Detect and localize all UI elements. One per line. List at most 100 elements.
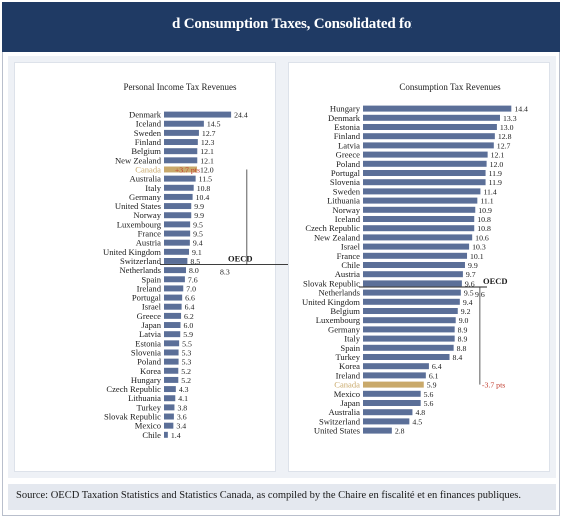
income-category-label: Germany <box>129 192 162 202</box>
income-category-label: Italy <box>145 183 161 193</box>
consumption-category-label: France <box>337 251 361 261</box>
consumption-category-label: Greece <box>336 150 361 160</box>
income-category-label: Spain <box>141 274 161 284</box>
income-value-label: 4.3 <box>179 385 189 394</box>
income-bar <box>164 404 175 411</box>
income-bar <box>164 148 198 155</box>
income-value-label: 3.8 <box>177 403 187 412</box>
income-value-label: 12.1 <box>200 147 214 156</box>
income-bar <box>164 111 232 118</box>
income-bar <box>164 120 204 127</box>
income-category-label: Canada <box>135 164 161 174</box>
consumption-category-label: Korea <box>339 361 360 371</box>
consumption-category-label: Hungary <box>330 104 361 114</box>
income-value-label: 12.0 <box>200 165 214 174</box>
consumption-category-label: Ireland <box>336 370 361 380</box>
consumption-value-label: 10.8 <box>477 224 491 233</box>
income-value-label: 7.0 <box>186 284 196 293</box>
income-value-label: 6.6 <box>185 294 195 303</box>
income-value-label: 5.2 <box>181 376 191 385</box>
consumption-bar <box>363 252 468 259</box>
consumption-value-label: 12.1 <box>491 151 505 160</box>
consumption-bar <box>363 317 456 324</box>
income-bar <box>164 303 182 310</box>
consumption-category-label: Denmark <box>328 113 361 123</box>
consumption-bar <box>363 225 475 232</box>
income-category-label: Israel <box>142 302 162 312</box>
income-bar <box>164 221 191 228</box>
income-tax-panel <box>14 62 276 472</box>
consumption-bar <box>363 280 462 287</box>
header-band: d Consumption Taxes, Consolidated for A <box>2 2 560 52</box>
consumption-bar <box>363 133 495 140</box>
income-value-label: 4.1 <box>178 394 188 403</box>
consumption-bar <box>363 170 486 176</box>
income-category-label: Chile <box>142 430 161 440</box>
consumption-bar <box>363 216 475 222</box>
income-category-label: Denmark <box>129 110 162 120</box>
income-value-label: 6.0 <box>184 321 194 330</box>
consumption-value-label: 13.3 <box>503 114 517 123</box>
consumption-bar <box>363 262 465 268</box>
consumption-category-label: Canada <box>334 380 360 390</box>
consumption-category-label: United States <box>314 426 361 436</box>
income-value-label: 1.4 <box>171 431 181 440</box>
income-bar <box>164 331 181 338</box>
consumption-category-label: Mexico <box>334 389 360 399</box>
consumption-bar <box>363 363 429 370</box>
income-value-label: 24.4 <box>234 111 248 120</box>
income-bar <box>164 312 182 319</box>
consumption-category-label: Lithuania <box>327 196 360 206</box>
income-value-label: 10.8 <box>197 184 211 193</box>
consumption-chart-title: Consumption Tax Revenues <box>399 82 501 92</box>
income-value-label: 9.1 <box>192 248 202 257</box>
source-band: Source: OECD Taxation Statistics and Sta… <box>8 484 556 510</box>
consumption-category-label: Spain <box>340 343 360 353</box>
consumption-bar <box>363 335 455 342</box>
consumption-value-label: 12.8 <box>498 132 512 141</box>
figure-title: d Consumption Taxes, Consolidated for A <box>172 16 412 32</box>
income-category-label: Korea <box>140 366 161 376</box>
income-bar <box>164 376 179 383</box>
consumption-value-label: 6.4 <box>432 362 442 371</box>
consumption-value-label: 5.9 <box>427 381 437 390</box>
income-category-label: Luxembourg <box>117 219 162 229</box>
consumption-bar <box>363 344 454 351</box>
source-note: Source: OECD Taxation Statistics and Sta… <box>16 490 521 501</box>
consumption-category-label: Estonia <box>334 122 360 132</box>
income-bar <box>164 239 190 246</box>
income-bar <box>164 431 168 438</box>
income-category-label: Lithuania <box>128 393 161 403</box>
income-category-label: Latvia <box>139 329 161 339</box>
income-value-label: 7.6 <box>188 275 198 284</box>
income-bar <box>164 212 192 219</box>
consumption-bar <box>363 142 494 149</box>
income-bar <box>164 322 181 328</box>
income-value-label: 5.5 <box>182 339 192 348</box>
consumption-bar <box>363 427 392 434</box>
consumption-bar <box>363 289 461 296</box>
consumption-category-label: Netherlands <box>318 288 360 298</box>
income-value-label: 8.0 <box>189 266 199 275</box>
income-bar <box>164 422 174 429</box>
income-category-label: Sweden <box>134 128 162 138</box>
consumption-bar <box>363 400 421 406</box>
income-difference-annotation: +3.7 pts <box>175 165 200 174</box>
income-bar <box>164 129 199 136</box>
income-bar <box>164 349 179 356</box>
consumption-bar <box>363 234 473 241</box>
consumption-category-label: Italy <box>344 334 360 344</box>
consumption-category-label: Sweden <box>333 186 361 196</box>
income-bar <box>164 157 198 164</box>
income-category-label: Portugal <box>132 293 162 303</box>
consumption-category-label: Slovak Republic <box>303 278 360 288</box>
income-value-label: 14.5 <box>207 120 221 129</box>
consumption-value-label: 9.5 <box>464 289 474 298</box>
income-value-label: 9.5 <box>193 220 203 229</box>
income-category-label: Hungary <box>131 375 162 385</box>
consumption-value-label: 9.4 <box>463 298 473 307</box>
consumption-category-label: Iceland <box>335 214 361 224</box>
income-category-label: Australia <box>129 174 161 184</box>
income-bar <box>164 386 176 393</box>
income-category-label: United Kingdom <box>103 247 161 257</box>
